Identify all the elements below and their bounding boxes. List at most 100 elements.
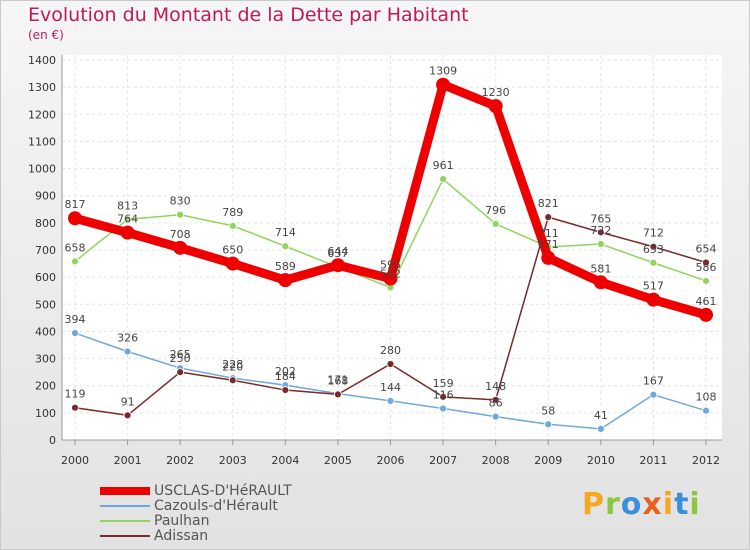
data-label: 159	[433, 377, 454, 390]
data-labels: 394 326 265 228 202 171 144 116 86 58 41 167 108 658 8…	[65, 65, 717, 422]
data-label: 265	[170, 348, 191, 361]
data-point	[649, 258, 658, 267]
logo-letter: i	[689, 487, 701, 522]
y-tick-label: 500	[35, 298, 56, 311]
y-tick-label: 100	[35, 407, 56, 420]
legend-swatch	[100, 520, 150, 522]
y-tick-label: 1400	[28, 54, 56, 67]
data-point	[383, 271, 398, 286]
y-tick-label: 1200	[28, 108, 56, 121]
data-point	[491, 395, 500, 404]
data-point	[436, 77, 451, 92]
x-tick-label: 2003	[219, 454, 247, 467]
legend-swatch	[100, 487, 150, 495]
data-point	[123, 215, 132, 224]
data-label: 796	[485, 204, 506, 217]
data-label: 250	[170, 352, 191, 365]
legend-swatch	[100, 505, 150, 507]
logo-letter: t	[674, 487, 690, 522]
data-point	[439, 404, 447, 413]
x-tick-label: 2010	[587, 454, 615, 467]
data-label: 1309	[429, 65, 457, 78]
data-point	[702, 277, 710, 285]
x-tick-label: 2009	[534, 454, 562, 467]
data-label: 671	[538, 238, 559, 251]
data-label: 961	[433, 159, 454, 172]
data-label: 637	[327, 247, 348, 260]
data-label: 586	[696, 261, 717, 274]
data-label: 595	[380, 259, 401, 272]
y-tick-label: 800	[35, 217, 56, 230]
data-point	[439, 175, 447, 184]
data-label: 116	[433, 389, 454, 402]
data-label: 764	[117, 213, 138, 226]
data-point	[173, 240, 188, 255]
data-label: 517	[643, 280, 664, 293]
data-point	[593, 275, 608, 290]
data-point	[225, 256, 240, 271]
data-label: 581	[590, 262, 611, 275]
data-point	[649, 390, 658, 399]
logo-letter: P	[582, 487, 605, 522]
data-label: 653	[643, 243, 664, 256]
chart-title: Evolution du Montant de la Dette par Hab…	[28, 4, 469, 26]
data-point	[699, 307, 713, 322]
data-label: 220	[222, 360, 243, 373]
data-label: 708	[170, 228, 191, 241]
data-label: 817	[65, 198, 86, 211]
y-tick-label: 900	[35, 190, 56, 203]
data-point	[649, 242, 658, 251]
data-point	[491, 220, 500, 228]
data-point	[596, 228, 605, 237]
data-label: 171	[327, 374, 348, 387]
data-label: 41	[594, 409, 608, 422]
x-tick-label: 2000	[61, 454, 89, 467]
data-point	[544, 420, 553, 429]
data-label: 326	[117, 332, 138, 345]
data-label: 589	[275, 260, 296, 273]
data-label: 461	[696, 295, 717, 308]
y-tick-label: 1000	[28, 163, 56, 176]
axes: 0 100 200 300 400 500 600 700 800 900 1000 1100 1200…	[28, 54, 722, 467]
data-label: 714	[275, 226, 296, 239]
data-point	[278, 273, 293, 288]
data-label: 202	[275, 365, 296, 378]
data-label: 228	[222, 358, 243, 371]
x-tick-label: 2011	[639, 454, 667, 467]
data-point	[702, 406, 710, 415]
data-label: 280	[380, 344, 401, 357]
data-point	[281, 386, 290, 394]
logo-letter: o	[620, 487, 643, 522]
legend-label: Cazouls-d'Hérault	[154, 498, 278, 514]
x-tick-label: 2007	[429, 454, 457, 467]
y-tick-label: 1300	[28, 81, 56, 94]
data-point	[71, 403, 79, 412]
chart-subtitle: (en €)	[28, 28, 64, 42]
data-label: 394	[65, 313, 86, 326]
logo-letter: i	[662, 487, 675, 522]
logo-letter: r	[605, 487, 621, 522]
data-point	[120, 225, 135, 240]
y-tick-label: 200	[35, 380, 56, 393]
data-point	[596, 424, 605, 433]
data-point	[334, 390, 342, 399]
data-point	[386, 397, 395, 405]
data-point	[646, 292, 661, 307]
data-label: 86	[489, 397, 503, 410]
data-label: 813	[117, 199, 138, 212]
data-point	[491, 412, 500, 421]
y-tick-label: 400	[35, 325, 56, 338]
data-label: 658	[65, 241, 86, 254]
data-label: 108	[696, 391, 717, 404]
data-label: 722	[590, 224, 611, 237]
data-point	[71, 257, 79, 266]
data-point	[541, 250, 556, 265]
data-label: 167	[643, 375, 664, 388]
data-point	[228, 376, 237, 385]
y-tick-label: 600	[35, 271, 56, 284]
data-label: 148	[485, 380, 506, 393]
data-label: 184	[275, 370, 296, 383]
data-label: 712	[643, 227, 664, 240]
data-point	[330, 258, 345, 273]
